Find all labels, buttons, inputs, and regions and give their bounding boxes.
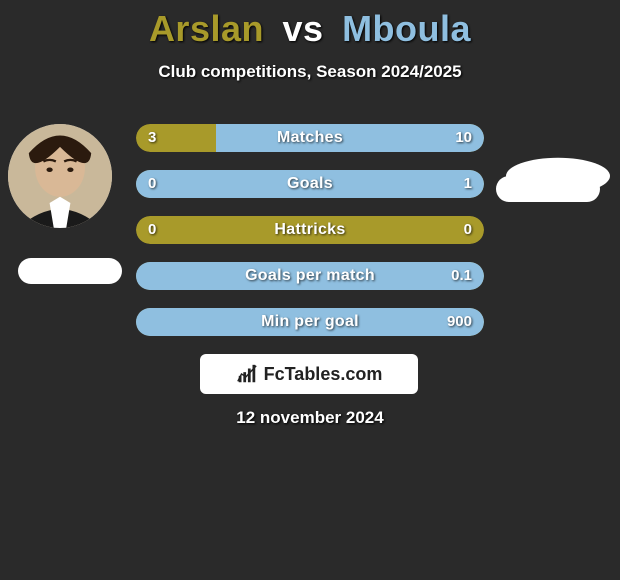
watermark-text: FcTables.com xyxy=(264,364,383,385)
stat-label: Matches xyxy=(136,124,484,152)
watermark: FcTables.com xyxy=(200,354,418,394)
vs-label: vs xyxy=(283,8,324,49)
stat-row: 00Hattricks xyxy=(136,216,484,244)
player1-avatar xyxy=(8,124,112,228)
avatar-placeholder-icon xyxy=(8,124,112,228)
stat-label: Min per goal xyxy=(136,308,484,336)
stat-row: 01Goals xyxy=(136,170,484,198)
stat-label: Goals per match xyxy=(136,262,484,290)
player2-name: Mboula xyxy=(342,8,471,49)
stat-label: Hattricks xyxy=(136,216,484,244)
player2-flag xyxy=(496,176,600,202)
chart-icon xyxy=(236,363,258,385)
stat-row: 0.1Goals per match xyxy=(136,262,484,290)
date-label: 12 november 2024 xyxy=(0,408,620,428)
player1-name: Arslan xyxy=(149,8,264,49)
stat-bars: 310Matches 01Goals 00Hattricks 0.1Goals per… xyxy=(136,124,484,354)
comparison-title: Arslan vs Mboula xyxy=(0,0,620,50)
subtitle: Club competitions, Season 2024/2025 xyxy=(0,62,620,82)
stat-label: Goals xyxy=(136,170,484,198)
player1-flag xyxy=(18,258,122,284)
stat-row: 310Matches xyxy=(136,124,484,152)
stat-row: 900Min per goal xyxy=(136,308,484,336)
